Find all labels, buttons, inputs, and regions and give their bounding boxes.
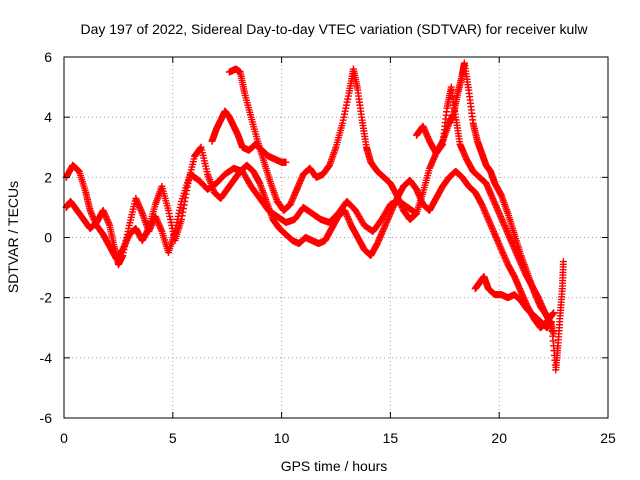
chart-title: Day 197 of 2022, Sidereal Day-to-day VTE… [80,21,588,37]
axes: 0 5 10 15 20 25 -6 -4 -2 0 2 4 6 [40,49,616,446]
y-tick-label: 4 [44,109,52,125]
y-tick-label: 6 [44,49,52,65]
x-axis-label: GPS time / hours [281,458,388,474]
grid [64,57,608,418]
y-tick-label: 2 [44,169,52,185]
x-tick-label: 15 [383,430,399,446]
x-tick-label: 5 [169,430,177,446]
data-markers [62,59,567,374]
data-point [282,158,290,166]
data-point [550,309,558,317]
y-tick-label: -2 [40,290,53,306]
y-tick-label: 0 [44,230,52,246]
data-point [559,258,567,266]
x-tick-label: 25 [600,430,616,446]
x-tick-label: 20 [491,430,507,446]
x-tick-label: 10 [274,430,290,446]
y-tick-label: -6 [40,410,53,426]
y-axis-label: SDTVAR / TECUs [5,181,21,293]
y-tick-label: -4 [40,350,53,366]
x-tick-label: 0 [60,430,68,446]
